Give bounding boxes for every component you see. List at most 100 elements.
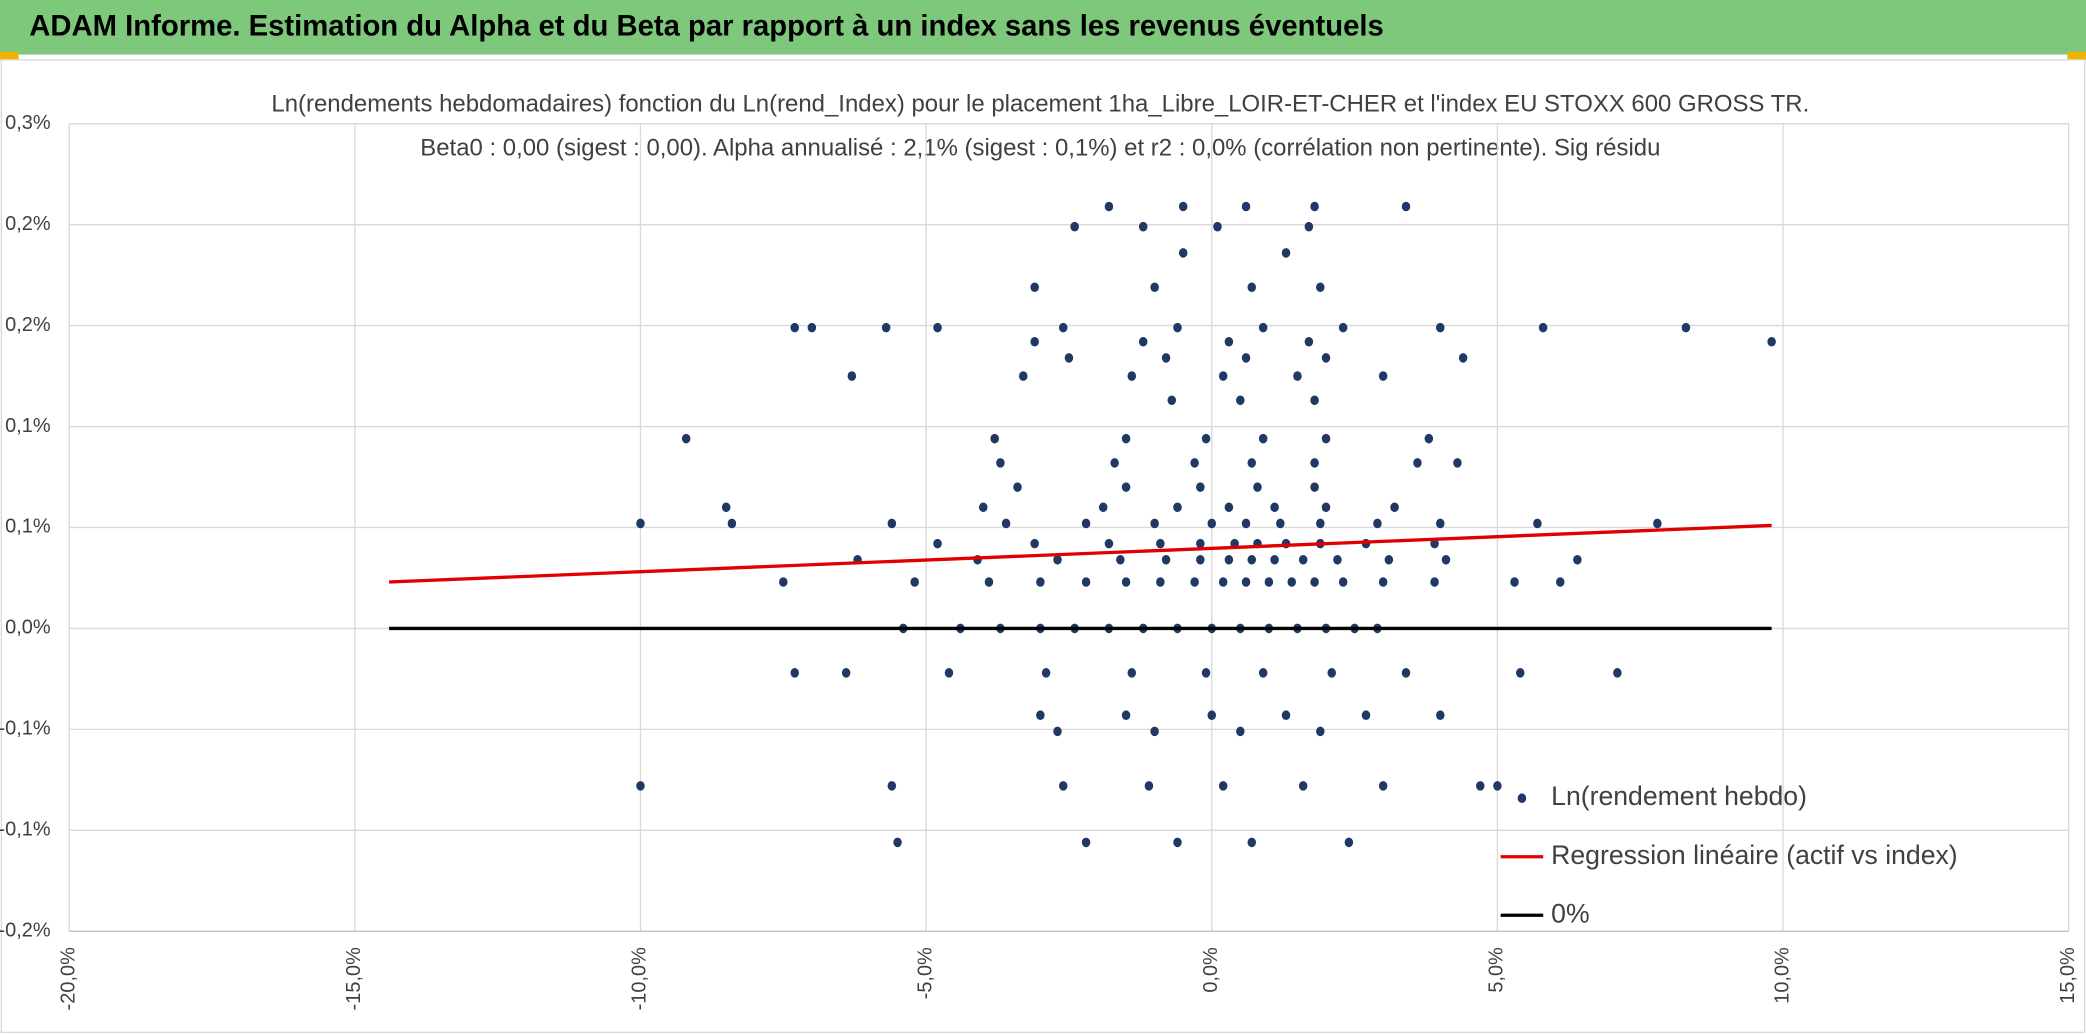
point <box>1241 518 1251 529</box>
point <box>1058 781 1068 791</box>
point <box>1510 577 1519 587</box>
point <box>1104 538 1114 549</box>
x-tick-label: 15,0% <box>2057 947 2079 1004</box>
legend-label: Regression linéaire (actif vs index) <box>1551 840 1957 870</box>
legend-label: Ln(rendement hebdo) <box>1551 781 1807 811</box>
point <box>1167 395 1177 406</box>
point <box>1310 395 1319 406</box>
point <box>1036 577 1045 587</box>
y-tick-label: 0,1% <box>5 415 51 437</box>
point <box>1196 554 1205 565</box>
point <box>1390 502 1399 513</box>
point <box>1127 668 1137 678</box>
point <box>933 322 942 333</box>
legend-label: 0% <box>1551 898 1589 928</box>
point <box>1138 336 1148 347</box>
point <box>1476 781 1485 791</box>
point <box>1161 554 1171 565</box>
point <box>1327 668 1336 678</box>
point <box>1173 837 1182 848</box>
header-title: ADAM Informe. Estimation du Alpha et du … <box>29 11 1383 43</box>
point <box>1555 577 1565 587</box>
point <box>1361 710 1371 721</box>
point <box>1310 577 1319 587</box>
point <box>1613 668 1622 678</box>
x-tick-label: 10,0% <box>1771 947 1793 1004</box>
point <box>1081 577 1091 587</box>
point <box>1064 353 1074 363</box>
point <box>1453 458 1462 468</box>
point <box>1298 554 1308 565</box>
point <box>1424 433 1434 444</box>
x-tick-label: 5,0% <box>1486 947 1508 993</box>
point <box>1121 577 1131 587</box>
point <box>944 668 954 678</box>
point <box>1224 502 1234 513</box>
point <box>1156 577 1165 587</box>
y-tick-label: 0,2% <box>5 314 51 336</box>
point <box>910 577 919 587</box>
point <box>1247 554 1257 565</box>
point <box>1190 577 1199 587</box>
point <box>1104 201 1114 212</box>
point <box>1150 726 1159 737</box>
point <box>1218 371 1228 381</box>
point <box>1156 538 1165 549</box>
point <box>1053 554 1062 565</box>
point <box>1344 837 1354 848</box>
point <box>1201 668 1211 678</box>
point <box>984 577 994 587</box>
point <box>1515 668 1525 678</box>
point <box>1338 322 1348 333</box>
point <box>990 433 999 444</box>
point <box>887 518 897 529</box>
point <box>1316 726 1325 737</box>
point <box>1493 781 1502 791</box>
point <box>1276 518 1285 529</box>
point <box>1196 538 1205 549</box>
point <box>847 371 857 381</box>
point <box>1121 433 1131 444</box>
point <box>1304 221 1314 232</box>
point <box>1144 781 1154 791</box>
point <box>807 322 817 333</box>
point <box>841 668 851 678</box>
point <box>1041 668 1051 678</box>
point <box>1053 726 1062 737</box>
point <box>1304 336 1314 347</box>
point <box>1293 371 1302 381</box>
point <box>1247 837 1257 848</box>
y-tick-label: -0,1% <box>0 819 51 841</box>
y-tick-label: 0,0% <box>5 617 51 639</box>
point <box>1573 554 1582 565</box>
point <box>1281 710 1291 721</box>
x-tick-label: -20,0% <box>57 947 79 1010</box>
point <box>790 668 799 678</box>
point <box>1161 353 1171 363</box>
point <box>1178 248 1188 258</box>
point <box>1218 577 1228 587</box>
point <box>1333 554 1342 565</box>
point <box>1070 221 1079 232</box>
line <box>389 523 1772 584</box>
point <box>1081 837 1091 848</box>
point <box>1207 518 1217 529</box>
point <box>1178 201 1188 212</box>
x-tick-label: -15,0% <box>343 947 365 1010</box>
point <box>1316 282 1325 293</box>
point <box>1173 322 1182 333</box>
title-backdrop <box>252 87 1828 168</box>
point <box>1316 518 1325 529</box>
point <box>1224 554 1234 565</box>
header-bar <box>0 0 2086 55</box>
chart-title: Ln(rendements hebdomadaires) fonction du… <box>271 90 1809 117</box>
point <box>1121 710 1131 721</box>
point <box>1030 538 1039 549</box>
point <box>1013 482 1022 492</box>
point <box>1213 221 1222 232</box>
point <box>779 577 788 587</box>
point <box>1241 353 1251 363</box>
point <box>1110 458 1119 468</box>
point <box>1401 201 1411 212</box>
point <box>721 502 731 513</box>
